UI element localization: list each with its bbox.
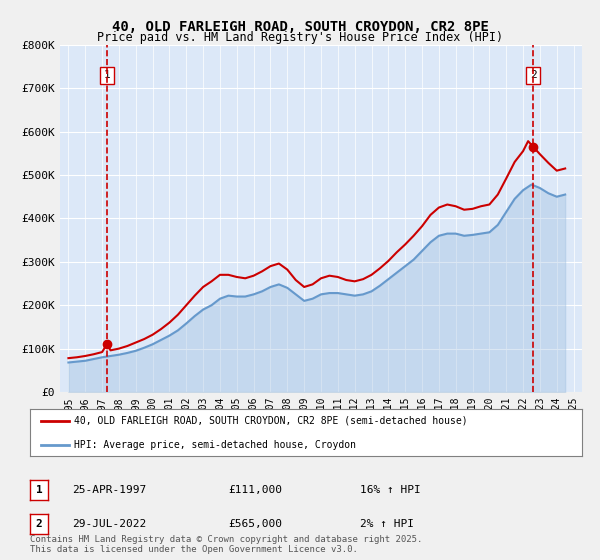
Text: 2% ↑ HPI: 2% ↑ HPI: [360, 519, 414, 529]
Text: £111,000: £111,000: [228, 485, 282, 495]
Text: HPI: Average price, semi-detached house, Croydon: HPI: Average price, semi-detached house,…: [74, 440, 356, 450]
Text: 1: 1: [35, 485, 43, 495]
Text: 25-APR-1997: 25-APR-1997: [72, 485, 146, 495]
Text: Price paid vs. HM Land Registry's House Price Index (HPI): Price paid vs. HM Land Registry's House …: [97, 31, 503, 44]
Text: 16% ↑ HPI: 16% ↑ HPI: [360, 485, 421, 495]
Text: 2: 2: [35, 519, 43, 529]
Text: Contains HM Land Registry data © Crown copyright and database right 2025.
This d: Contains HM Land Registry data © Crown c…: [30, 535, 422, 554]
Text: 40, OLD FARLEIGH ROAD, SOUTH CROYDON, CR2 8PE (semi-detached house): 40, OLD FARLEIGH ROAD, SOUTH CROYDON, CR…: [74, 416, 468, 426]
Text: 1: 1: [104, 70, 110, 80]
Text: 29-JUL-2022: 29-JUL-2022: [72, 519, 146, 529]
Text: 40, OLD FARLEIGH ROAD, SOUTH CROYDON, CR2 8PE: 40, OLD FARLEIGH ROAD, SOUTH CROYDON, CR…: [112, 20, 488, 34]
Text: £565,000: £565,000: [228, 519, 282, 529]
Text: 2: 2: [530, 70, 536, 80]
